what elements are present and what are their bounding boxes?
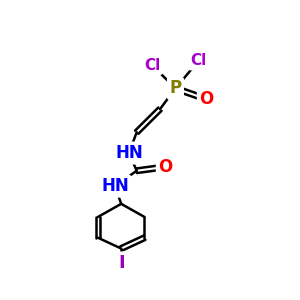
Text: Cl: Cl <box>190 53 207 68</box>
Text: P: P <box>169 80 181 98</box>
Text: HN: HN <box>101 177 129 195</box>
Text: HN: HN <box>115 144 143 162</box>
Text: O: O <box>199 90 214 108</box>
Text: I: I <box>118 254 124 272</box>
Text: O: O <box>158 158 172 176</box>
Text: Cl: Cl <box>144 58 160 73</box>
